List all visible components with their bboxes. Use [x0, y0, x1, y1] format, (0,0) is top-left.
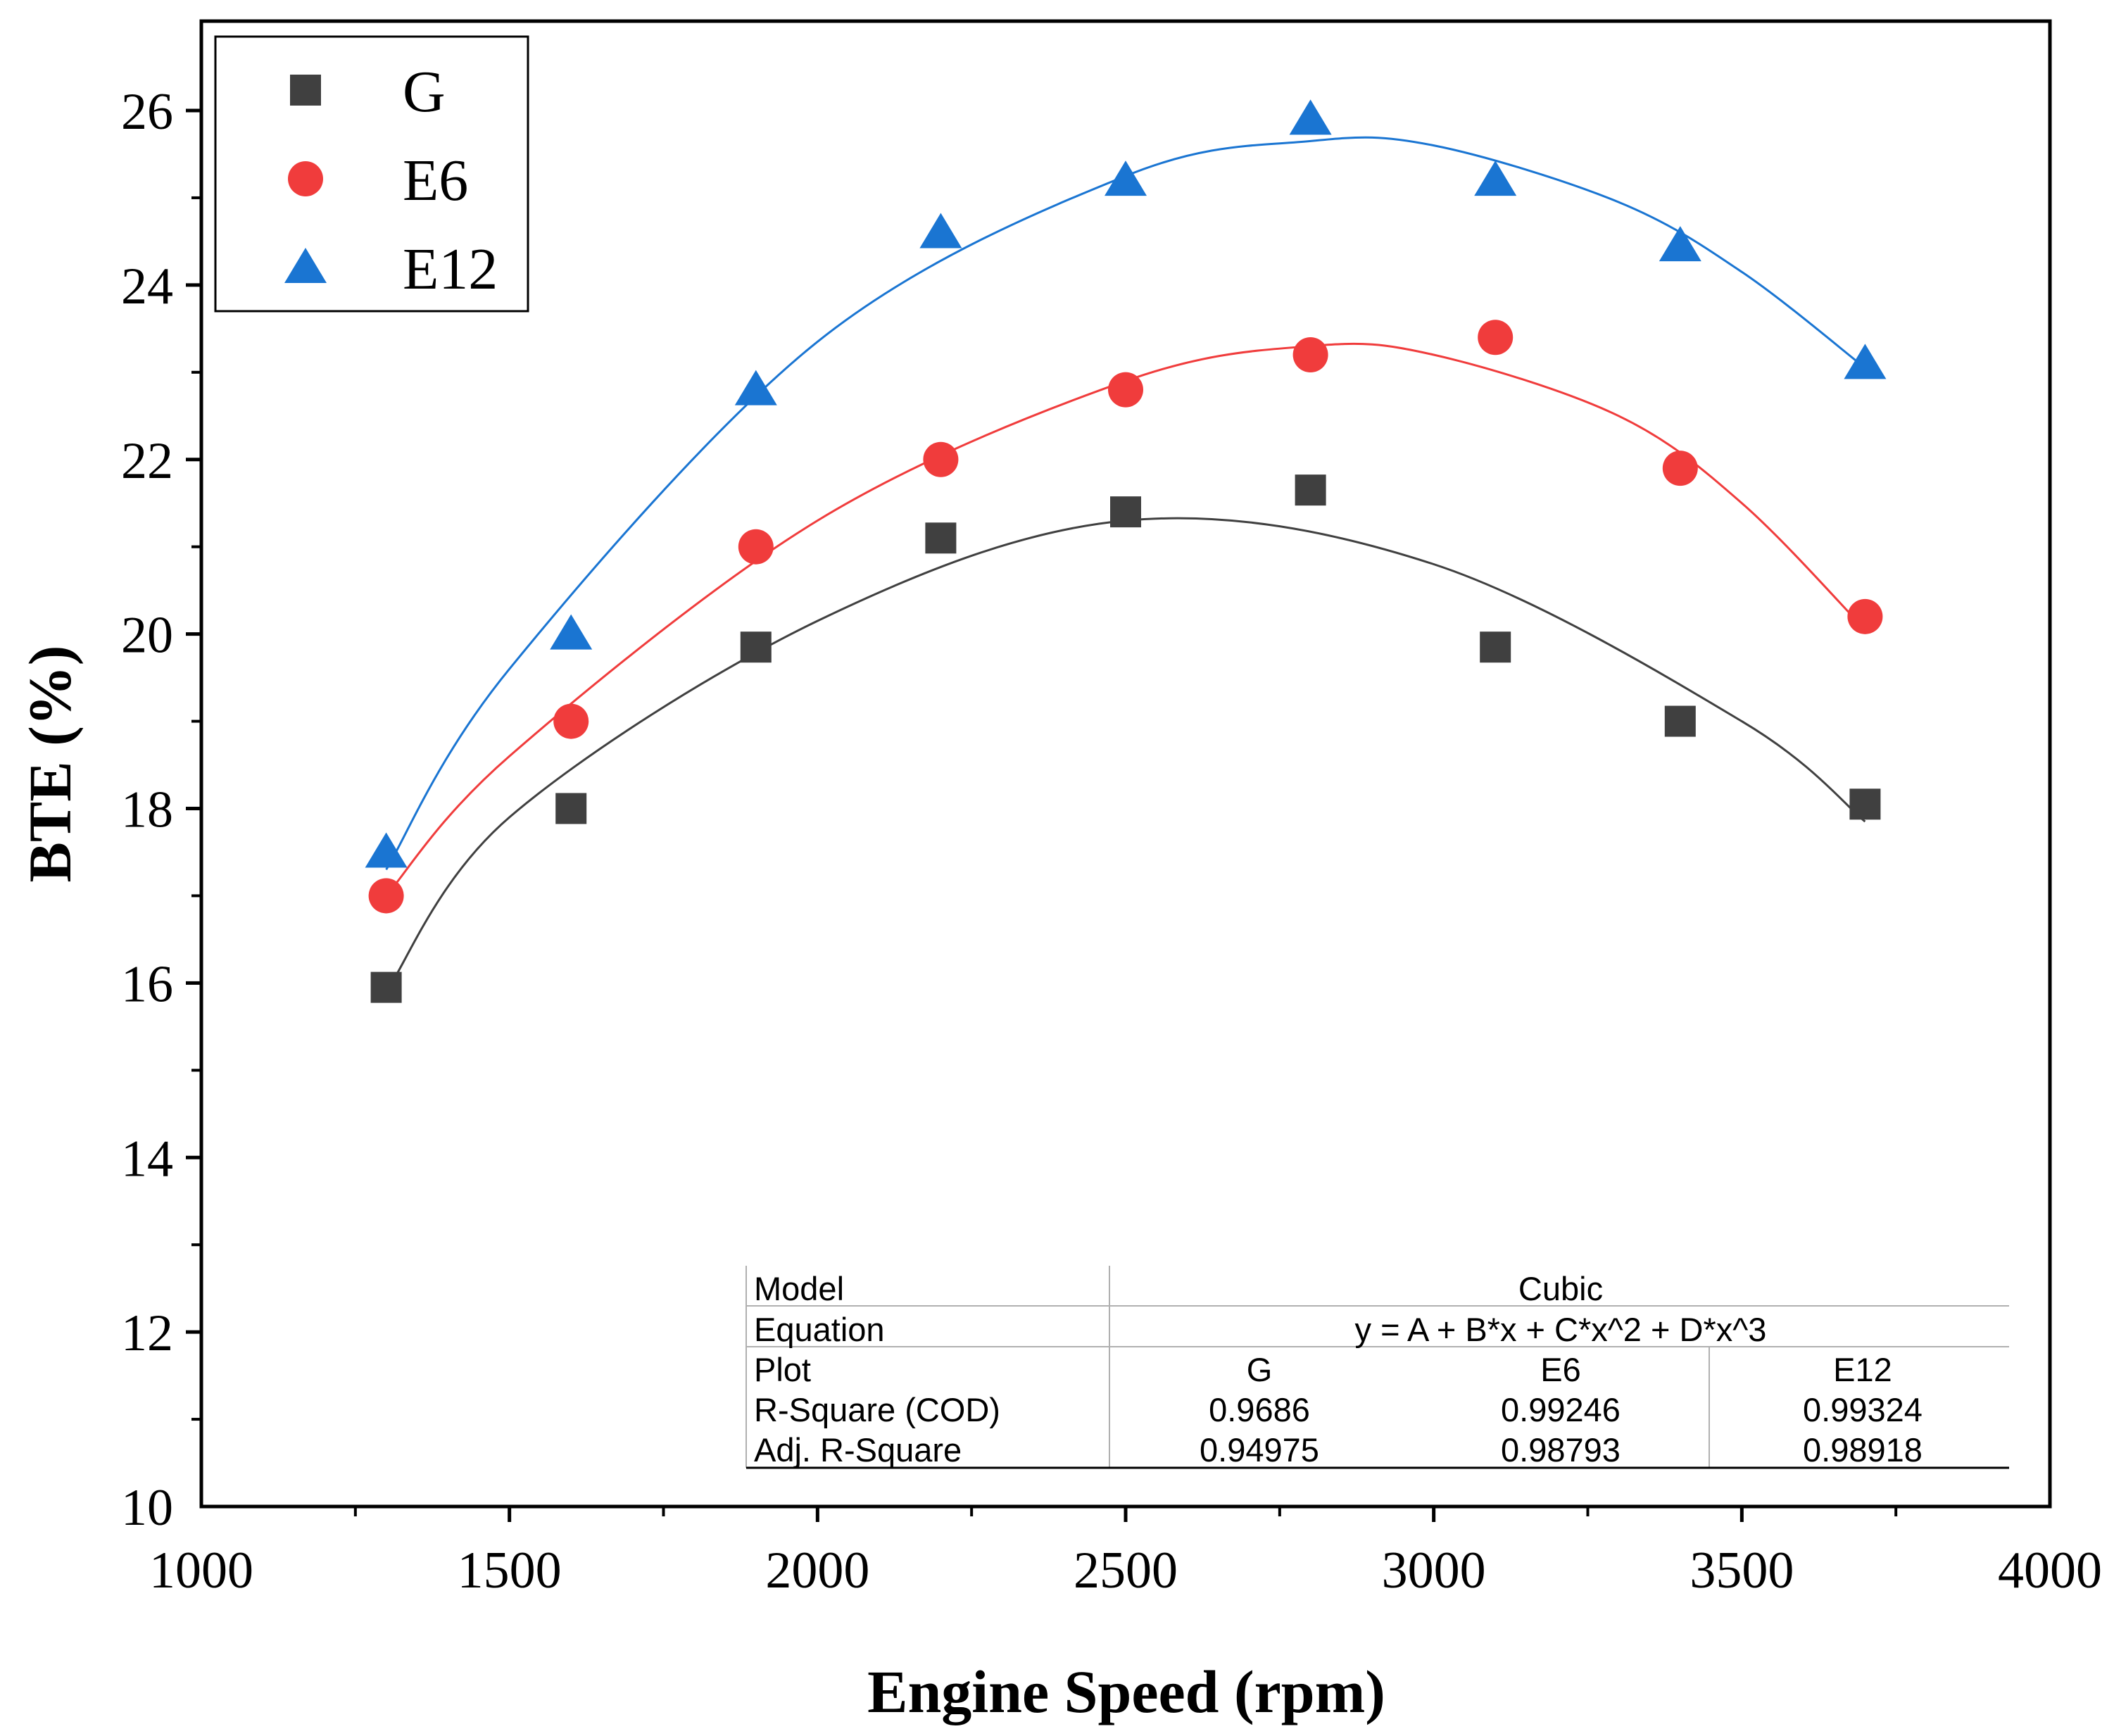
- y-tick-label: 18: [121, 781, 173, 839]
- data-point-e6: [1847, 598, 1883, 634]
- data-point-e12: [1105, 161, 1147, 196]
- x-tick-label: 1500: [458, 1542, 562, 1599]
- table-plot-e12: E12: [1833, 1351, 1892, 1388]
- x-tick-label: 3500: [1690, 1542, 1794, 1599]
- table-plot-g: G: [1247, 1351, 1273, 1388]
- table-equation-label: Equation: [754, 1311, 885, 1348]
- legend-marker-e12: [284, 248, 327, 283]
- data-point-e12: [734, 370, 777, 405]
- table-plot-label: Plot: [754, 1351, 811, 1388]
- data-point-e6: [553, 703, 589, 739]
- data-point-e12: [550, 614, 593, 650]
- legend-box: [214, 35, 529, 313]
- data-point-e12: [1659, 226, 1701, 262]
- y-tick-label: 16: [121, 955, 173, 1013]
- data-points: [365, 99, 1887, 1003]
- legend: G E6 E12: [214, 35, 529, 313]
- legend-marker-g: [290, 75, 321, 106]
- fit-statistics-table: Model Cubic Equation y = A + B*x + C*x^2…: [745, 1266, 2009, 1469]
- data-point-g: [740, 631, 772, 663]
- table-adj-r-square-e6: 0.98793: [1501, 1431, 1621, 1468]
- table-adj-r-square-e12: 0.98918: [1803, 1431, 1923, 1468]
- y-tick-label: 14: [121, 1130, 173, 1188]
- data-point-g: [925, 522, 957, 554]
- y-tick-label: 26: [121, 83, 173, 141]
- data-point-e12: [1844, 344, 1887, 379]
- data-point-e6: [738, 529, 774, 565]
- data-point-e12: [365, 832, 408, 868]
- y-tick-label: 24: [121, 258, 173, 315]
- axis-ticks: 1000 1500 2000 2500 3000 3500 4000 10 12 14 16 18 20…: [121, 83, 2102, 1599]
- data-point-e6: [1292, 337, 1328, 373]
- table-r-square-g: 0.9686: [1209, 1391, 1310, 1428]
- legend-label-g: G: [403, 59, 446, 125]
- data-point-g: [370, 971, 402, 1003]
- table-adj-r-square-g: 0.94975: [1200, 1431, 1319, 1468]
- x-axis-title: Engine Speed (rpm): [867, 1658, 1385, 1725]
- data-point-e6: [1108, 372, 1143, 408]
- data-point-g: [1480, 631, 1511, 663]
- y-tick-label: 22: [121, 432, 173, 490]
- table-r-square-e12: 0.99324: [1803, 1391, 1923, 1428]
- table-plot-e6: E6: [1540, 1351, 1581, 1388]
- y-tick-label: 10: [121, 1479, 173, 1537]
- data-point-g: [555, 793, 587, 824]
- table-model-label: Model: [754, 1270, 844, 1307]
- data-point-e6: [1478, 320, 1514, 356]
- x-tick-label: 2000: [765, 1542, 869, 1599]
- table-r-square-e6: 0.99246: [1501, 1391, 1621, 1428]
- legend-label-e12: E12: [403, 237, 498, 302]
- x-tick-label: 4000: [1998, 1542, 2102, 1599]
- data-point-e12: [1289, 99, 1332, 135]
- table-adj-r-square-label: Adj. R-Square: [754, 1431, 962, 1468]
- table-r-square-label: R-Square (COD): [754, 1391, 1000, 1428]
- data-point-e6: [923, 441, 959, 477]
- data-point-g: [1295, 474, 1326, 506]
- y-tick-label: 20: [121, 607, 173, 665]
- x-tick-label: 3000: [1382, 1542, 1486, 1599]
- table-equation-value: y = A + B*x + C*x^2 + D*x^3: [1355, 1311, 1767, 1348]
- data-point-e12: [919, 213, 962, 249]
- legend-label-e6: E6: [403, 148, 468, 213]
- data-point-g: [1110, 496, 1141, 528]
- legend-marker-e6: [288, 161, 323, 196]
- x-tick-label: 1000: [149, 1542, 253, 1599]
- fit-curve-e12: [385, 136, 1866, 871]
- data-point-e6: [368, 878, 404, 914]
- data-point-g: [1664, 705, 1696, 737]
- data-point-e12: [1474, 161, 1517, 196]
- data-point-g: [1849, 788, 1881, 820]
- table-model-value: Cubic: [1518, 1270, 1603, 1307]
- data-point-e6: [1662, 451, 1698, 486]
- y-axis-title: BTE (%): [16, 646, 84, 883]
- y-tick-label: 12: [121, 1304, 173, 1362]
- x-tick-label: 2500: [1074, 1542, 1178, 1599]
